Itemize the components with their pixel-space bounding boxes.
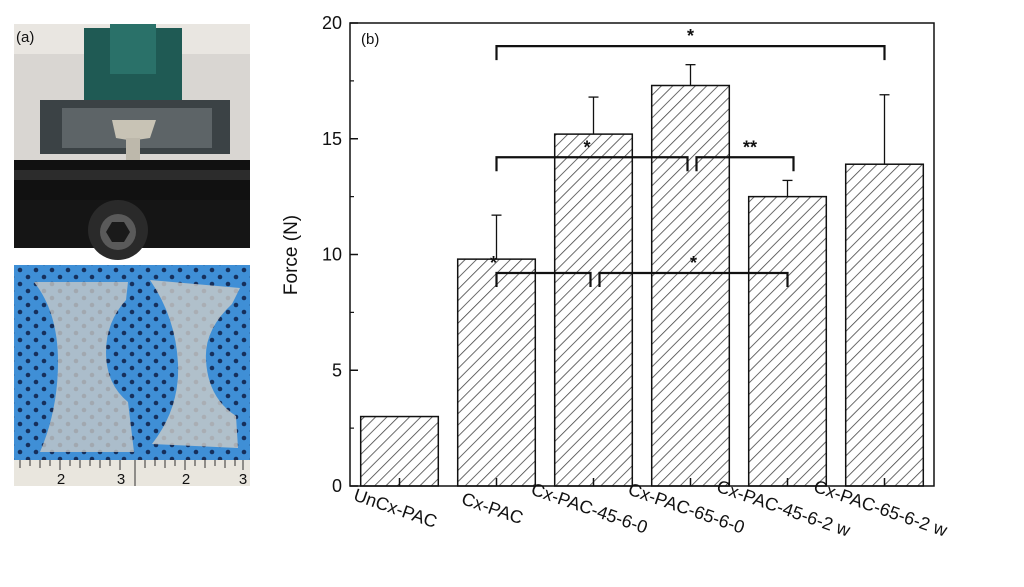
bar	[747, 195, 828, 487]
x-tick-label: Cx-PAC	[459, 489, 526, 529]
photo-panel: (a) 2 3 2 3	[14, 24, 250, 488]
tensile-grip-photo	[14, 24, 250, 260]
bar	[650, 84, 731, 487]
y-tick-label: 0	[332, 476, 342, 496]
ruler-label: 3	[239, 471, 247, 488]
ruler-label: 2	[57, 471, 65, 488]
significance-bracket	[695, 156, 795, 172]
specimen-photo	[14, 265, 250, 460]
y-tick-label: 5	[332, 360, 342, 380]
y-tick-label: 10	[322, 245, 342, 265]
significance-bracket	[598, 271, 789, 288]
significance-marker: *	[583, 137, 590, 157]
bar	[359, 415, 440, 487]
ruler-label: 2	[182, 471, 190, 488]
y-axis-title: Force (N)	[281, 215, 302, 295]
bar	[553, 133, 634, 487]
significance-bracket	[495, 271, 592, 288]
significance-bracket	[495, 156, 689, 172]
y-tick-label: 20	[322, 13, 342, 33]
significance-marker: *	[690, 253, 697, 273]
significance-bracket	[495, 45, 886, 61]
ruler: 2 3 2 3	[14, 460, 250, 488]
y-tick-label: 15	[322, 129, 342, 149]
significance-marker: *	[490, 253, 497, 273]
x-tick-label: UnCx-PAC	[351, 485, 439, 532]
bar	[456, 258, 537, 487]
significance-marker: **	[743, 137, 757, 157]
bar	[844, 163, 925, 487]
significance-marker: *	[687, 26, 694, 46]
panel-a-label: (a)	[16, 29, 34, 46]
panel-b-label: (b)	[361, 31, 379, 48]
ruler-label: 3	[117, 471, 125, 488]
